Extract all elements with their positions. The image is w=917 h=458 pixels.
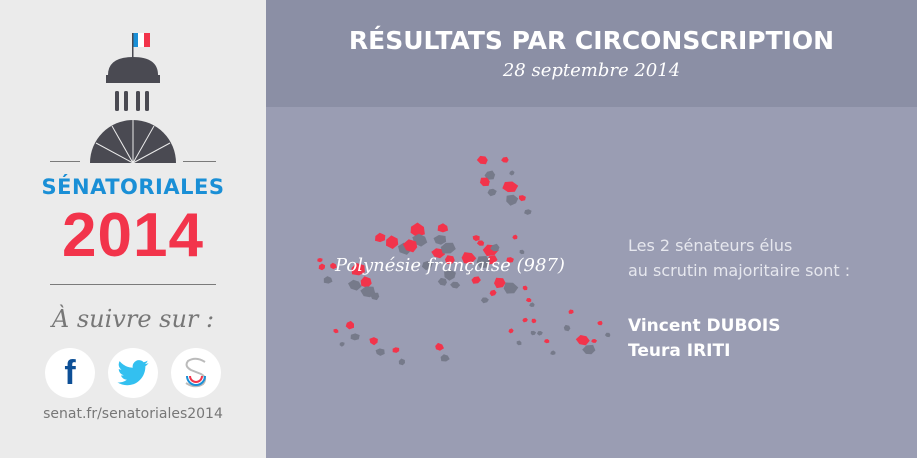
island — [444, 255, 455, 264]
island — [494, 277, 506, 289]
senat-icon — [185, 357, 207, 388]
island — [530, 330, 537, 336]
header: RÉSULTATS PAR CIRCONSCRIPTION 28 septemb… — [266, 0, 917, 107]
island — [360, 276, 372, 288]
results-intro: Les 2 sénateurs élus au scrutin majorita… — [628, 233, 850, 283]
island — [437, 223, 449, 233]
facebook-button[interactable]: f — [45, 348, 95, 398]
divider — [183, 161, 216, 162]
senate-logo-icon — [90, 33, 176, 164]
island — [519, 195, 526, 202]
intro-line: au scrutin majoritaire sont : — [628, 261, 851, 280]
island — [544, 339, 550, 344]
island — [410, 222, 425, 237]
facebook-icon: f — [64, 353, 76, 392]
sidebar: SÉNATORIALES 2014 À suivre sur : f senat… — [0, 0, 266, 458]
island — [512, 234, 518, 240]
island — [582, 344, 596, 355]
island — [550, 350, 556, 355]
island — [386, 235, 399, 249]
island — [476, 256, 490, 268]
island — [487, 188, 497, 197]
brand-year: 2014 — [62, 201, 204, 270]
twitter-icon — [117, 360, 149, 386]
island — [591, 339, 598, 343]
island — [503, 282, 519, 294]
twitter-button[interactable] — [108, 348, 158, 398]
island — [531, 318, 537, 324]
island — [440, 242, 456, 254]
island — [524, 209, 532, 215]
island — [444, 269, 456, 281]
island — [476, 155, 488, 165]
island — [506, 257, 514, 263]
island — [370, 292, 380, 301]
island — [501, 156, 509, 163]
island — [471, 276, 481, 284]
island — [479, 177, 490, 187]
island — [597, 320, 603, 326]
island — [502, 181, 519, 193]
page-title: RÉSULTATS PAR CIRCONSCRIPTION — [348, 26, 835, 55]
island — [351, 263, 365, 276]
divider — [50, 161, 80, 162]
territory-label: Polynésie française (987) — [335, 255, 565, 276]
island — [568, 309, 574, 314]
island — [437, 277, 447, 286]
island — [461, 252, 477, 264]
island — [509, 170, 515, 176]
elected-senators: Vincent DUBOIS Teura IRITI — [628, 314, 780, 364]
island — [348, 279, 362, 291]
island — [421, 261, 433, 271]
senat-button[interactable] — [171, 348, 221, 398]
island — [375, 348, 385, 356]
island — [330, 262, 337, 270]
island — [440, 354, 450, 362]
island — [317, 258, 323, 263]
intro-line: Les 2 sénateurs élus — [628, 236, 793, 255]
island — [604, 332, 611, 338]
island — [519, 249, 525, 255]
island — [484, 170, 496, 180]
island — [522, 285, 528, 291]
island — [431, 248, 446, 259]
island — [323, 276, 333, 284]
senator-name: Teura IRITI — [628, 341, 731, 361]
island — [506, 194, 519, 206]
island — [508, 328, 514, 334]
island — [402, 239, 418, 253]
island — [472, 235, 480, 242]
island — [516, 340, 522, 346]
island — [345, 320, 354, 330]
island — [526, 298, 532, 303]
island — [537, 331, 543, 336]
island — [318, 263, 326, 271]
territory-map — [317, 155, 611, 366]
divider — [50, 284, 216, 285]
island — [450, 281, 461, 289]
island — [490, 243, 500, 252]
island — [575, 335, 590, 346]
island — [433, 235, 447, 245]
island — [522, 317, 528, 323]
island — [350, 333, 360, 341]
island — [398, 358, 405, 366]
follow-label: À suivre sur : — [51, 305, 215, 333]
senator-name: Vincent DUBOIS — [628, 316, 781, 336]
island — [333, 328, 339, 334]
island — [480, 297, 489, 304]
website-link[interactable]: senat.fr/senatoriales2014 — [43, 406, 223, 422]
island — [392, 347, 400, 353]
island — [529, 302, 535, 307]
island — [435, 342, 444, 351]
island — [476, 240, 485, 246]
island — [339, 342, 345, 347]
island — [489, 289, 497, 297]
island — [563, 324, 571, 332]
brand-title: SÉNATORIALES — [41, 175, 225, 199]
island — [375, 232, 386, 243]
election-date: 28 septembre 2014 — [502, 60, 681, 81]
island — [369, 337, 378, 346]
island — [360, 286, 376, 298]
